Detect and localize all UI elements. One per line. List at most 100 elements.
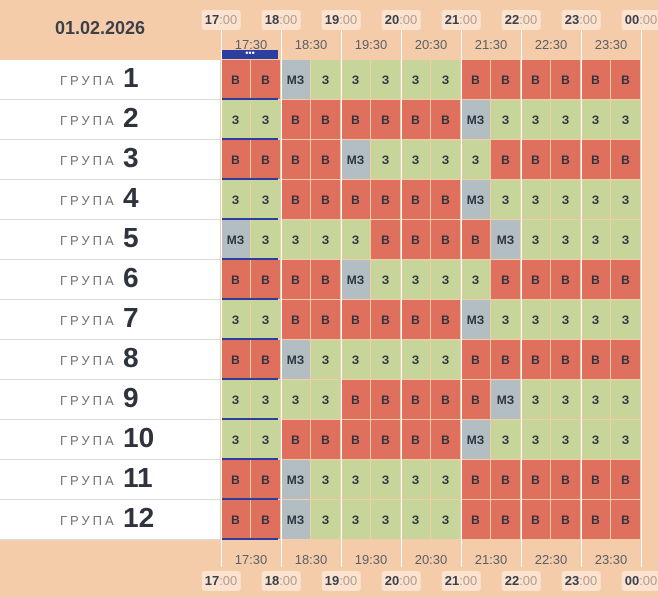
slot-cell[interactable]: В xyxy=(581,260,610,299)
slot-cell[interactable]: З xyxy=(281,380,310,419)
slot-cell[interactable]: В xyxy=(251,60,280,99)
slot-cell[interactable]: З xyxy=(221,300,250,339)
slot-cell[interactable]: В xyxy=(431,100,460,139)
slot-cell[interactable]: З xyxy=(581,300,610,339)
slot-cell[interactable]: В xyxy=(281,140,310,179)
slot-cell[interactable]: В xyxy=(311,300,340,339)
slot-cell[interactable]: В xyxy=(521,500,550,539)
slot-cell[interactable]: В xyxy=(491,140,520,179)
slot-cell[interactable]: В xyxy=(281,420,310,459)
slot-cell[interactable]: В xyxy=(611,260,640,299)
slot-cell[interactable]: З xyxy=(521,220,550,259)
slot-cell[interactable]: МЗ xyxy=(281,340,310,379)
slot-cell[interactable]: В xyxy=(581,340,610,379)
slot-cell[interactable]: В xyxy=(521,340,550,379)
slot-cell[interactable]: З xyxy=(251,420,280,459)
slot-cell[interactable]: З xyxy=(221,380,250,419)
slot-cell[interactable]: З xyxy=(581,420,610,459)
slot-cell[interactable]: З xyxy=(611,420,640,459)
group-row-label-6[interactable]: ГРУПА 6 xyxy=(0,260,220,300)
slot-cell[interactable]: МЗ xyxy=(491,380,520,419)
slot-cell[interactable]: В xyxy=(341,100,370,139)
slot-cell[interactable]: З xyxy=(581,100,610,139)
group-row-label-7[interactable]: ГРУПА 7 xyxy=(0,300,220,340)
group-row-label-3[interactable]: ГРУПА 3 xyxy=(0,140,220,180)
slot-cell[interactable]: В xyxy=(311,260,340,299)
slot-cell[interactable]: В xyxy=(251,500,280,539)
slot-cell[interactable]: З xyxy=(491,100,520,139)
slot-cell[interactable]: З xyxy=(221,180,250,219)
slot-cell[interactable]: З xyxy=(311,380,340,419)
slot-cell[interactable]: З xyxy=(611,300,640,339)
slot-cell[interactable]: З xyxy=(341,500,370,539)
slot-cell[interactable]: В xyxy=(341,380,370,419)
slot-cell[interactable]: МЗ xyxy=(281,60,310,99)
slot-cell[interactable]: З xyxy=(491,180,520,219)
slot-cell[interactable]: З xyxy=(431,260,460,299)
slot-cell[interactable]: З xyxy=(521,380,550,419)
slot-cell[interactable]: В xyxy=(401,100,430,139)
slot-cell[interactable]: МЗ xyxy=(491,220,520,259)
slot-cell[interactable]: З xyxy=(521,100,550,139)
slot-cell[interactable]: В xyxy=(311,140,340,179)
slot-cell[interactable]: В xyxy=(341,420,370,459)
slot-cell[interactable]: В xyxy=(371,220,400,259)
current-time-marker[interactable] xyxy=(222,50,278,59)
slot-cell[interactable]: З xyxy=(401,260,430,299)
group-row-label-11[interactable]: ГРУПА 11 xyxy=(0,460,220,500)
slot-cell[interactable]: В xyxy=(281,100,310,139)
slot-cell[interactable]: З xyxy=(521,420,550,459)
slot-cell[interactable]: В xyxy=(371,180,400,219)
slot-cell[interactable]: МЗ xyxy=(281,460,310,499)
slot-cell[interactable]: В xyxy=(461,460,490,499)
slot-cell[interactable]: З xyxy=(371,260,400,299)
slot-cell[interactable]: В xyxy=(611,500,640,539)
group-row-label-10[interactable]: ГРУПА 10 xyxy=(0,420,220,460)
slot-cell[interactable]: З xyxy=(551,380,580,419)
slot-cell[interactable]: В xyxy=(431,180,460,219)
slot-cell[interactable]: З xyxy=(311,60,340,99)
slot-cell[interactable]: В xyxy=(401,300,430,339)
slot-cell[interactable]: З xyxy=(311,500,340,539)
slot-cell[interactable]: З xyxy=(491,420,520,459)
slot-cell[interactable]: В xyxy=(461,340,490,379)
group-row-label-9[interactable]: ГРУПА 9 xyxy=(0,380,220,420)
slot-cell[interactable]: З xyxy=(221,420,250,459)
slot-cell[interactable]: МЗ xyxy=(341,260,370,299)
slot-cell[interactable]: З xyxy=(401,500,430,539)
slot-cell[interactable]: В xyxy=(221,140,250,179)
slot-cell[interactable]: В xyxy=(341,180,370,219)
slot-cell[interactable]: В xyxy=(461,220,490,259)
slot-cell[interactable]: МЗ xyxy=(341,140,370,179)
slot-cell[interactable]: З xyxy=(371,340,400,379)
slot-cell[interactable]: З xyxy=(311,340,340,379)
slot-cell[interactable]: З xyxy=(251,100,280,139)
slot-cell[interactable]: В xyxy=(311,100,340,139)
slot-cell[interactable]: З xyxy=(371,60,400,99)
slot-cell[interactable]: З xyxy=(551,100,580,139)
slot-cell[interactable]: В xyxy=(551,460,580,499)
slot-cell[interactable]: З xyxy=(401,340,430,379)
slot-cell[interactable]: З xyxy=(461,140,490,179)
slot-cell[interactable]: З xyxy=(551,300,580,339)
slot-cell[interactable]: В xyxy=(251,340,280,379)
slot-cell[interactable]: З xyxy=(311,460,340,499)
slot-cell[interactable]: З xyxy=(341,220,370,259)
slot-cell[interactable]: З xyxy=(521,180,550,219)
slot-cell[interactable]: З xyxy=(611,180,640,219)
slot-cell[interactable]: В xyxy=(551,260,580,299)
slot-cell[interactable]: В xyxy=(401,420,430,459)
slot-cell[interactable]: З xyxy=(251,180,280,219)
slot-cell[interactable]: В xyxy=(251,460,280,499)
slot-cell[interactable]: В xyxy=(311,180,340,219)
slot-cell[interactable]: В xyxy=(551,140,580,179)
slot-cell[interactable]: В xyxy=(581,140,610,179)
slot-cell[interactable]: З xyxy=(551,180,580,219)
slot-cell[interactable]: З xyxy=(251,380,280,419)
slot-cell[interactable]: З xyxy=(341,340,370,379)
slot-cell[interactable]: З xyxy=(491,300,520,339)
slot-cell[interactable]: З xyxy=(371,460,400,499)
slot-cell[interactable]: З xyxy=(371,500,400,539)
slot-cell[interactable]: З xyxy=(431,500,460,539)
slot-cell[interactable]: З xyxy=(611,380,640,419)
